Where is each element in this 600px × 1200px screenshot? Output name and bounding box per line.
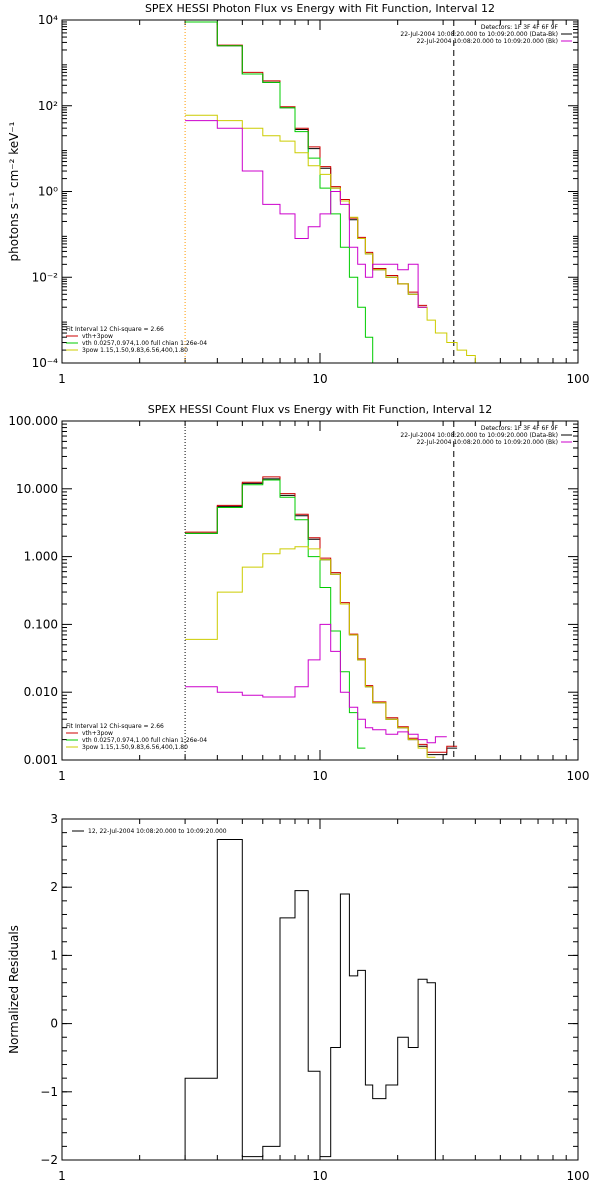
x-tick-label: 10	[312, 1169, 327, 1183]
series-line-5	[185, 623, 447, 744]
y-tick-label: 10.000	[16, 482, 58, 496]
x-tick-label: 100	[567, 769, 590, 783]
plot-frame-2	[61, 420, 579, 761]
y-tick-label: 10⁰	[38, 185, 58, 199]
y-tick-label: 10⁻²	[32, 270, 59, 284]
series-line-5	[185, 120, 428, 308]
legend-entry: vth+3pow	[82, 730, 113, 737]
legend-entry: 12, 22-Jul-2004 10:08:20.000 to 10:09:20…	[88, 828, 227, 835]
x-tick-label: 1	[58, 1169, 66, 1183]
legend-entry: 3pow 1.15,1.50,9.83,6.56,400,1.80	[82, 347, 188, 354]
legend-header: Fit Interval 12 Chi-square = 2.66	[66, 326, 164, 333]
info-line: 22-Jul-2004 10:08:20.000 to 10:09:20.000…	[400, 432, 558, 439]
x-tick-label: 10	[312, 769, 327, 783]
y-tick-label: 1	[50, 948, 58, 962]
series-line-4	[185, 546, 436, 758]
y-tick-label: 0	[50, 1017, 58, 1031]
legend-entry: vth 0.0257,0.974,1.00 full chian 1.26e-0…	[82, 737, 207, 744]
info-line: 22-Jul-2004 10:08:20.000 to 10:09:20.000…	[417, 38, 558, 45]
y-tick-label: 10⁻⁴	[32, 356, 59, 370]
series-line-1	[184, 839, 447, 1160]
y-tick-label: 0.001	[24, 753, 58, 767]
plot-frame-1	[61, 19, 579, 364]
y-tick-label: 3	[50, 812, 58, 826]
y-tick-label: 1.000	[24, 550, 58, 564]
legend-header: Fit Interval 12 Chi-square = 2.66	[66, 723, 164, 730]
legend-entry: vth 0.0257,0.974,1.00 full chian 1.26e-0…	[82, 340, 207, 347]
x-tick-label: 100	[567, 1169, 590, 1183]
info-line: 22-Jul-2004 10:08:20.000 to 10:09:20.000…	[400, 31, 558, 38]
y-axis-label: Normalized Residuals	[7, 925, 21, 1054]
y-tick-label: −1	[40, 1085, 58, 1099]
info-line: Detectors: 1F 3F 4F 6F 9F	[481, 24, 559, 31]
x-tick-label: 1	[58, 769, 66, 783]
info-line: Detectors: 1F 3F 4F 6F 9F	[481, 425, 559, 432]
legend-entry: 3pow 1.15,1.50,9.83,6.56,400,1.80	[82, 744, 188, 751]
legend-entry: vth+3pow	[82, 333, 113, 340]
y-tick-label: 2	[50, 880, 58, 894]
x-tick-label: 10	[312, 372, 327, 386]
y-tick-label: 0.010	[24, 685, 58, 699]
y-tick-label: 10⁴	[38, 13, 58, 27]
y-tick-label: 10²	[38, 99, 58, 113]
plot-frame-3	[61, 818, 579, 1161]
y-tick-label: 100.000	[8, 414, 58, 428]
series-line-4	[185, 114, 521, 363]
series-group	[185, 476, 458, 758]
y-axis-label: photons s⁻¹ cm⁻² keV⁻¹	[7, 121, 21, 261]
x-tick-label: 100	[567, 372, 590, 386]
plot-title-1: SPEX HESSI Photon Flux vs Energy with Fi…	[145, 2, 495, 15]
y-tick-label: −2	[40, 1153, 58, 1167]
x-tick-label: 1	[58, 372, 66, 386]
plot-title-2: SPEX HESSI Count Flux vs Energy with Fit…	[148, 403, 492, 416]
series-line-3	[185, 479, 366, 749]
y-tick-label: 0.100	[24, 617, 58, 631]
info-line: 22-Jul-2004 10:08:20.000 to 10:09:20.000…	[417, 439, 558, 446]
series-group	[184, 839, 447, 1160]
series-group	[185, 21, 521, 363]
